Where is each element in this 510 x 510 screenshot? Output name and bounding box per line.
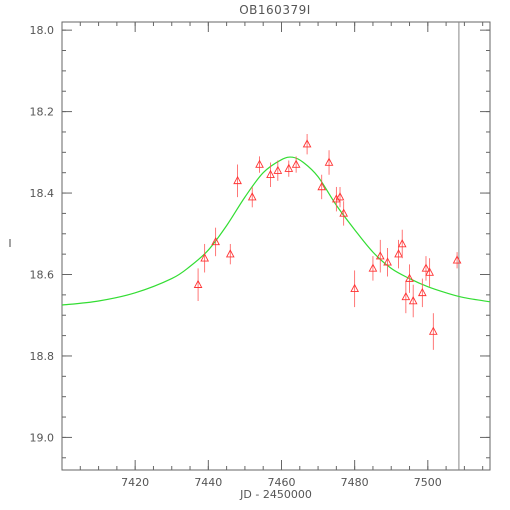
data-point [225,249,235,258]
data-point [401,291,411,301]
data-point [335,192,345,201]
data-point [273,165,283,174]
data-point [193,279,203,288]
data-point [317,181,327,191]
x-axis-label: JD - 2450000 [239,488,312,501]
data-point [350,283,359,293]
data-point [332,194,341,203]
data-point [405,273,414,282]
data-point [211,236,220,246]
model-fit-curve [61,156,491,306]
y-tick-label: 19.0 [30,431,55,444]
x-tick-label: 7440 [194,476,222,489]
y-tick-label: 18.0 [30,24,55,37]
data-point [266,169,275,178]
data-point [233,175,242,185]
x-tick-label: 7460 [267,476,295,489]
data-point [375,251,385,260]
data-point [339,208,349,217]
data-point [428,326,438,335]
y-tick-label: 18.2 [30,106,55,119]
data-point [425,267,434,276]
data-point [421,263,431,272]
data-point [408,296,418,305]
y-tick-label: 18.8 [30,350,55,363]
data-point [417,287,427,297]
data-point [324,157,334,166]
data-point [397,239,407,248]
y-tick-label: 18.6 [30,269,55,282]
data-point [452,255,462,264]
x-tick-label: 7480 [341,476,369,489]
y-axis-label: I [8,237,11,250]
data-point [200,253,210,262]
x-axis: 7420 7440 7460 7480 7500 [79,22,484,489]
data-point [302,139,312,148]
chart-title: OB160379I [239,3,311,17]
data-point [247,192,257,201]
y-tick-label: 18.4 [30,187,55,200]
data-point [394,249,403,258]
data-points [193,134,462,350]
x-tick-label: 7500 [414,476,442,489]
data-point [368,263,378,272]
data-point [255,159,264,168]
y-axis: 18.0 18.2 18.4 18.6 18.8 19.0 [30,24,490,459]
data-point [284,163,294,172]
data-point [383,257,392,266]
data-point [291,159,301,168]
plot-frame [61,21,491,471]
x-tick-label: 7420 [121,476,149,489]
